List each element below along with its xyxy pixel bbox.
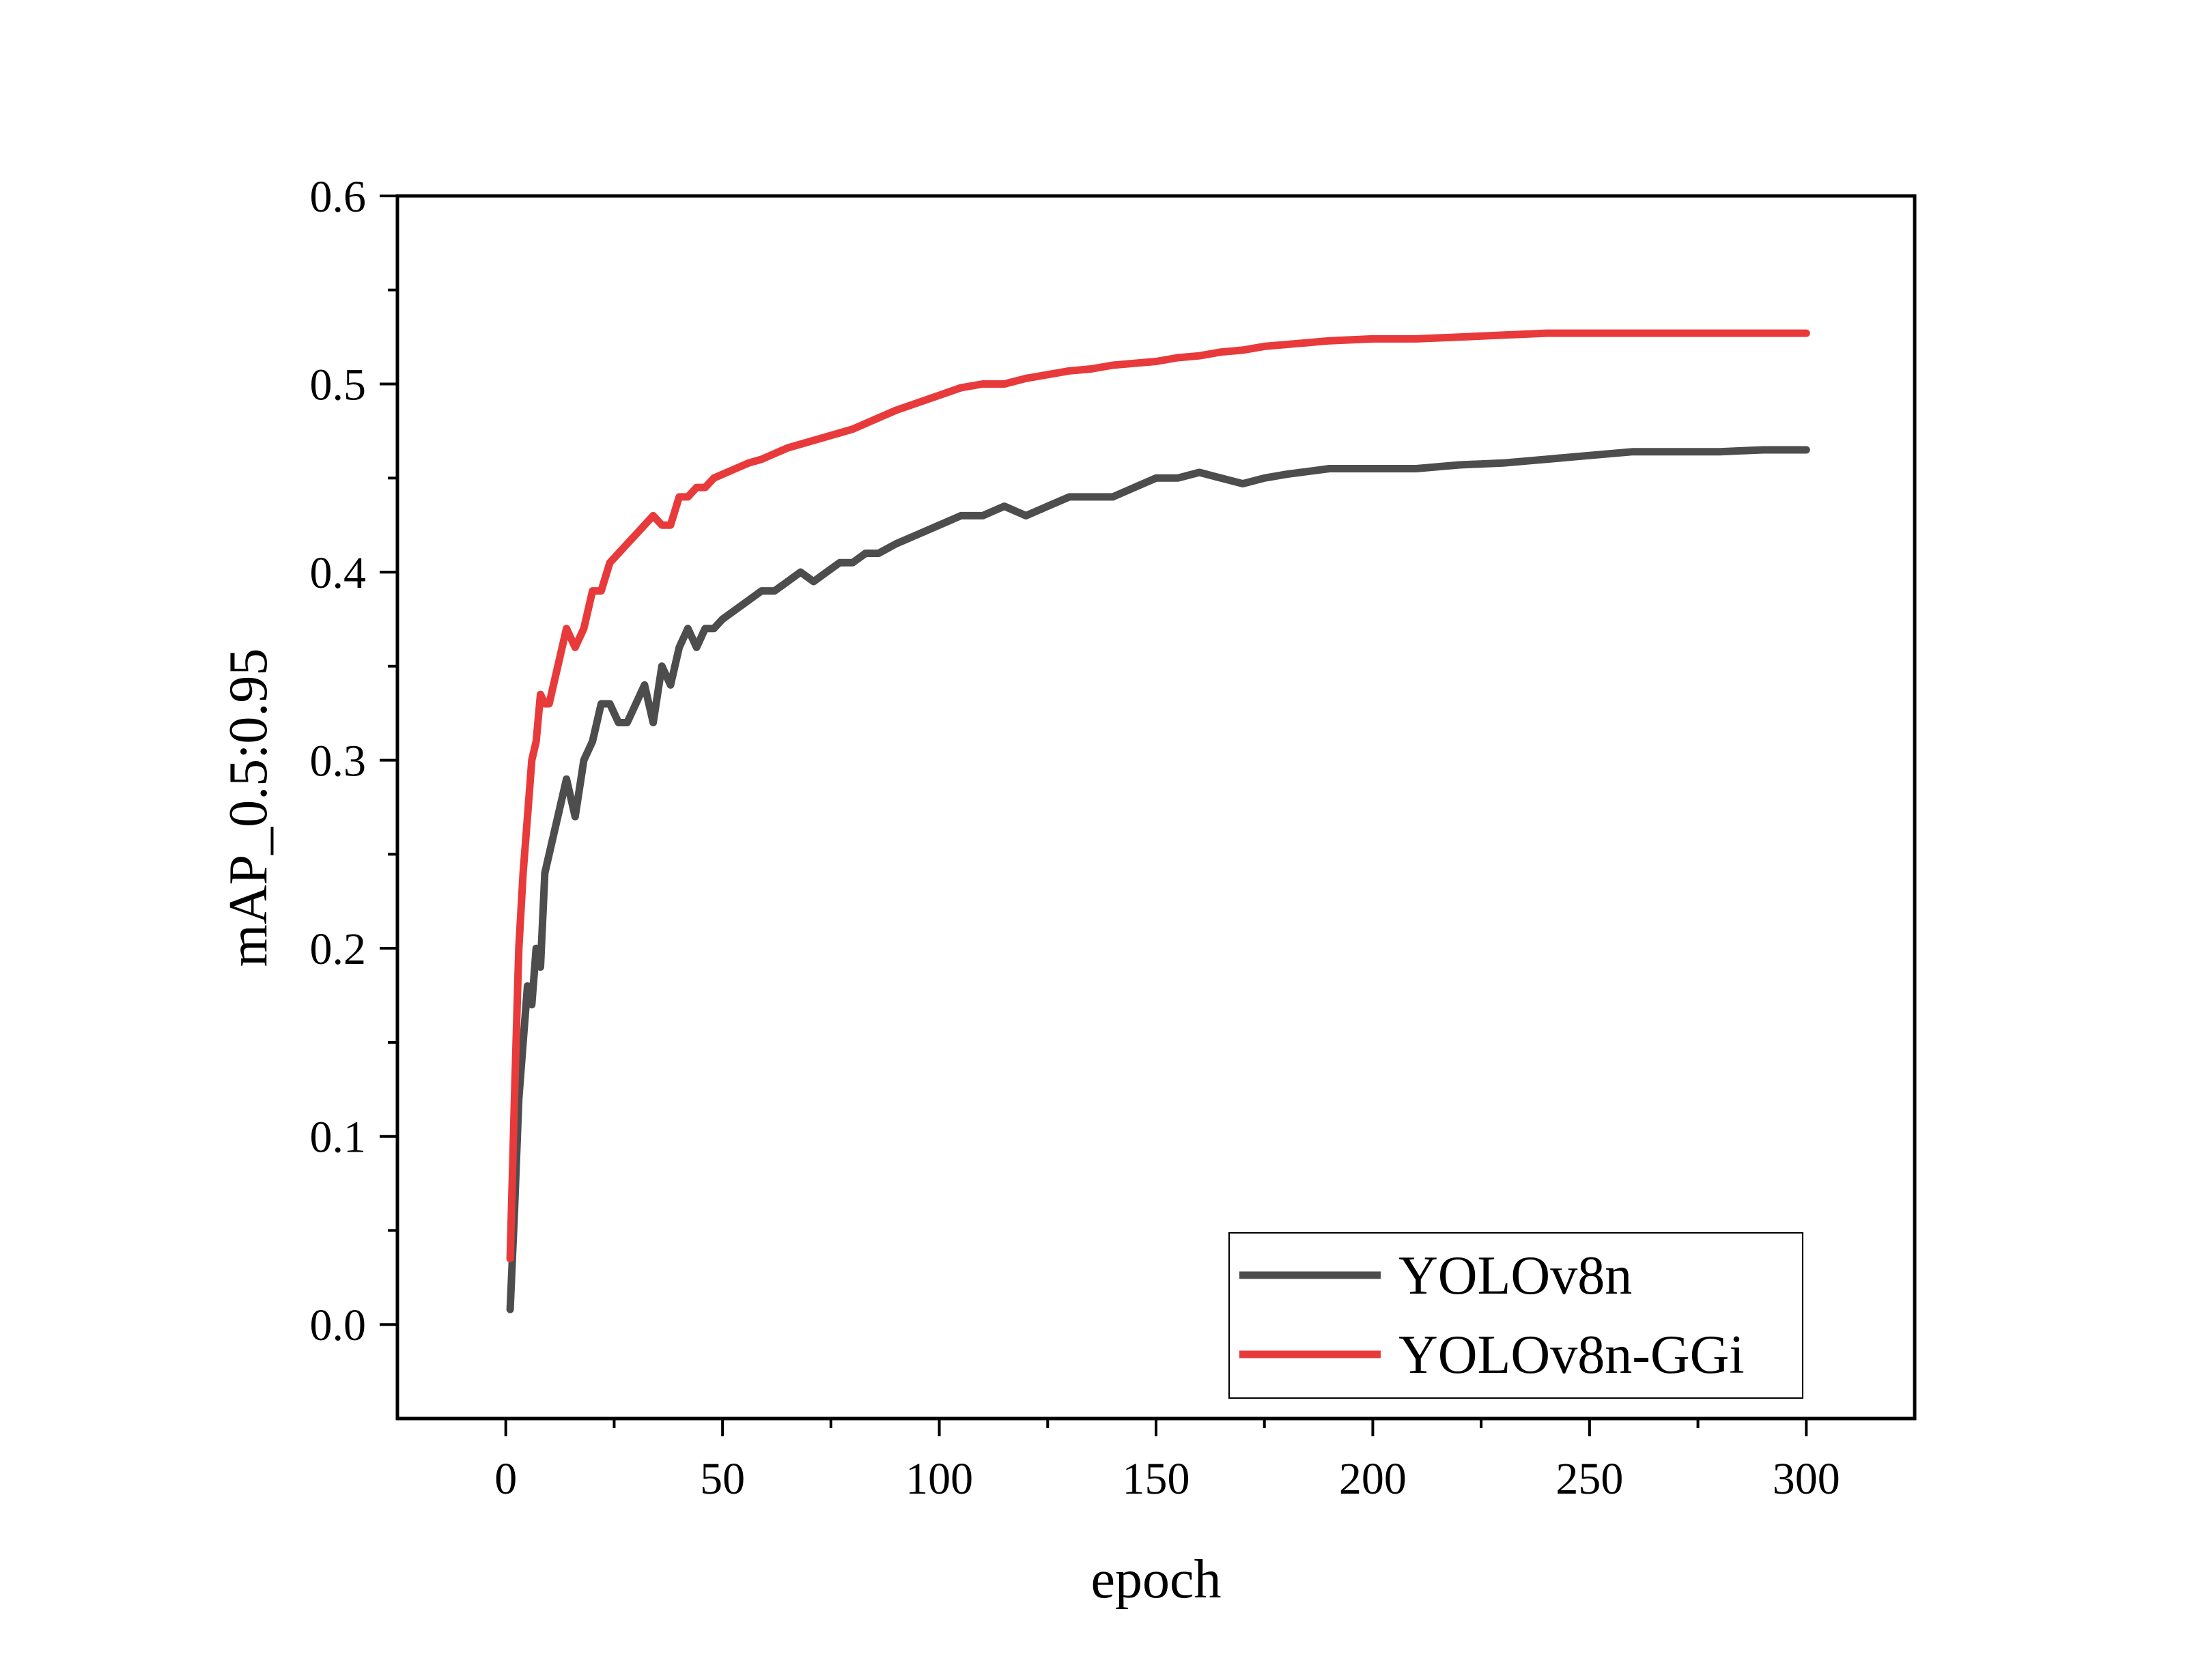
x-tick-label: 250 bbox=[1556, 1454, 1623, 1504]
x-tick-label: 150 bbox=[1123, 1454, 1190, 1504]
legend-label-yolov8n: YOLOv8n bbox=[1398, 1246, 1632, 1306]
series-layer bbox=[506, 329, 1810, 1313]
x-tick-label: 0 bbox=[494, 1454, 517, 1504]
ticks-layer: 0 50 100 150 200 250 300 0.0 0.1 0.2 0.3 0.4 0.5 0.6 bbox=[310, 172, 1840, 1504]
x-tick-label: 50 bbox=[700, 1454, 745, 1504]
y-tick-label: 0.6 bbox=[310, 172, 367, 222]
legend-box bbox=[1228, 1232, 1803, 1399]
legend: YOLOv8n YOLOv8n-GGi bbox=[1228, 1232, 1803, 1399]
y-tick-label: 0.1 bbox=[310, 1113, 367, 1163]
x-tick-label: 200 bbox=[1339, 1454, 1407, 1504]
y-tick-label: 0.0 bbox=[310, 1300, 367, 1350]
series-line-yolov8n-ggi bbox=[506, 329, 1810, 1263]
x-tick-label: 100 bbox=[905, 1454, 973, 1504]
x-axis-label: epoch bbox=[1090, 1550, 1221, 1610]
x-tick-label: 300 bbox=[1773, 1454, 1840, 1504]
series-line-yolov8n bbox=[506, 446, 1810, 1313]
y-tick-label: 0.5 bbox=[310, 360, 367, 410]
y-axis-label: mAP_0.5:0.95 bbox=[219, 649, 279, 967]
legend-label-yolov8n-ggi: YOLOv8n-GGi bbox=[1398, 1325, 1745, 1385]
y-tick-label: 0.4 bbox=[310, 548, 367, 598]
y-tick-label: 0.3 bbox=[310, 737, 367, 786]
y-tick-label: 0.2 bbox=[310, 924, 367, 974]
